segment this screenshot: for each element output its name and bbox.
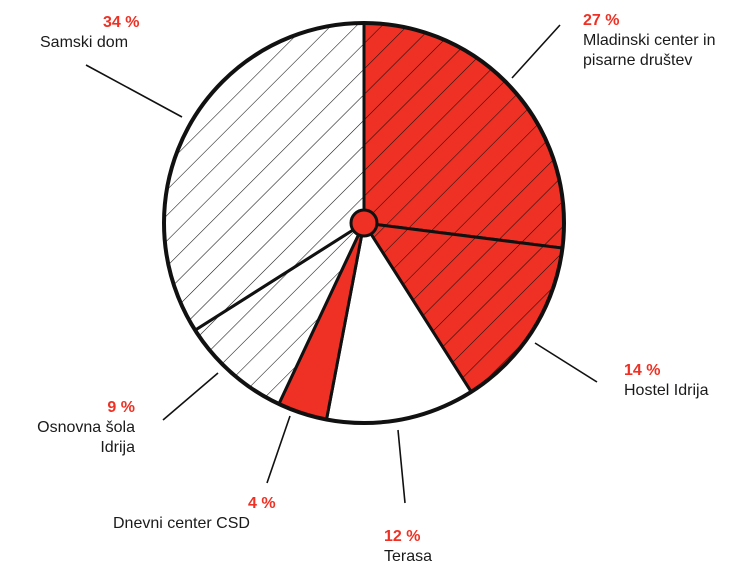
slice-osnovna-hatch (195, 223, 364, 404)
slice-mladinski-hatch (364, 23, 564, 249)
leader-line-terasa (397, 429, 406, 504)
pct-label-dnevni: 4 % (248, 495, 276, 512)
pct-label-mladinski: 27 % (583, 12, 619, 29)
slice-label-mladinski: Mladinski center in (583, 32, 716, 49)
slice-label-osnovna: Osnovna šola (37, 419, 135, 436)
slice-label-osnovna: Idrija (100, 439, 135, 456)
leader-line-hostel (534, 342, 598, 383)
pie-center-hub (349, 208, 379, 238)
slice-samski-hatch (164, 23, 364, 331)
leader-line-osnovna (162, 372, 219, 421)
slice-hostel-hatch (364, 223, 563, 392)
pct-label-terasa: 12 % (384, 528, 420, 545)
pie-outline (162, 21, 566, 425)
pct-label-hostel: 14 % (624, 362, 660, 379)
leader-line-dnevni (266, 415, 291, 484)
slice-label-samski: Samski dom (40, 34, 128, 51)
slice-label-dnevni: Dnevni center CSD (113, 515, 250, 532)
pct-label-osnovna: 9 % (107, 399, 135, 416)
slice-label-terasa: Terasa (384, 548, 432, 565)
slice-label-mladinski: pisarne društev (583, 52, 692, 69)
pct-label-samski: 34 % (103, 14, 139, 31)
leader-line-samski (85, 64, 183, 118)
slice-label-hostel: Hostel Idrija (624, 382, 709, 399)
leader-line-mladinski (511, 24, 561, 79)
